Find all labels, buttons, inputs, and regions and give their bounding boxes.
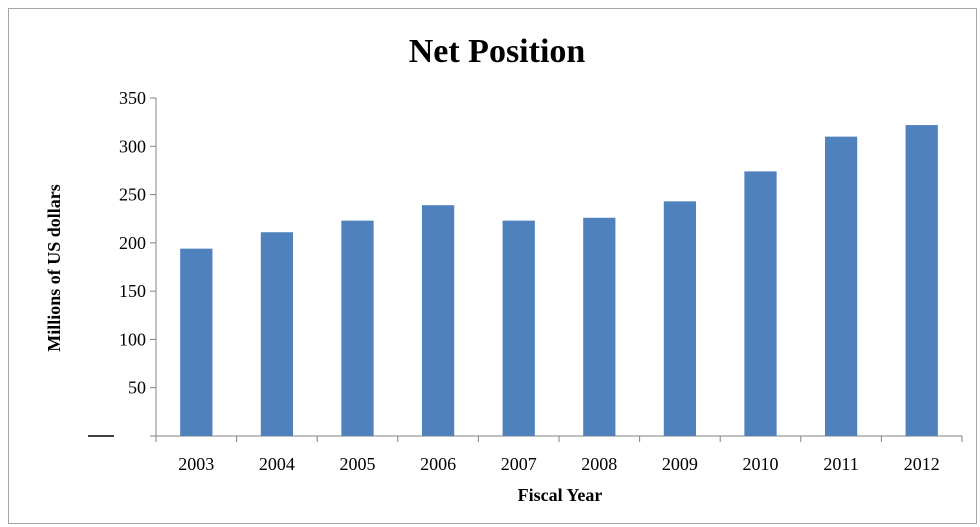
bar-2010	[744, 171, 777, 436]
x-tick-label: 2008	[581, 454, 617, 474]
x-tick-label: 2005	[340, 454, 376, 474]
x-tick-label: 2010	[743, 454, 779, 474]
x-tick-label: 2011	[823, 454, 858, 474]
bars	[180, 125, 938, 436]
x-tick-label: 2012	[904, 454, 940, 474]
x-tick-label: 2006	[420, 454, 456, 474]
y-tick-labels: 50 100 150 200 250 300 350	[119, 88, 146, 398]
bar-2007	[502, 220, 535, 436]
y-axis-title: Millions of US dollars	[44, 184, 64, 352]
y-tick-label: 150	[119, 281, 146, 301]
chart-title: Net Position	[409, 33, 586, 70]
y-tick-label: 250	[119, 185, 146, 205]
x-tick-labels: 2003 2004 2005 2006 2007 2008 2009 2010 2011 2012	[178, 454, 939, 474]
bar-2008	[583, 217, 616, 436]
y-tick-label: 300	[119, 136, 146, 156]
bar-2011	[824, 136, 858, 436]
bar-2012	[905, 125, 938, 436]
x-tick-label: 2004	[259, 454, 295, 474]
y-tick-label: 200	[119, 233, 146, 253]
bar-2005	[341, 220, 374, 436]
x-tick-label: 2009	[662, 454, 698, 474]
bar-2006	[421, 205, 455, 436]
y-tick-label: 350	[119, 88, 146, 108]
y-tick-label: 50	[128, 378, 146, 398]
bar-2003	[180, 248, 213, 436]
x-tick-label: 2003	[178, 454, 214, 474]
bar-2004	[260, 232, 294, 436]
y-tick-label: 100	[119, 329, 146, 349]
x-tick-label: 2007	[501, 454, 537, 474]
bar-2009	[663, 201, 697, 436]
chart-frame	[8, 8, 977, 524]
x-axis-title: Fiscal Year	[518, 485, 603, 505]
